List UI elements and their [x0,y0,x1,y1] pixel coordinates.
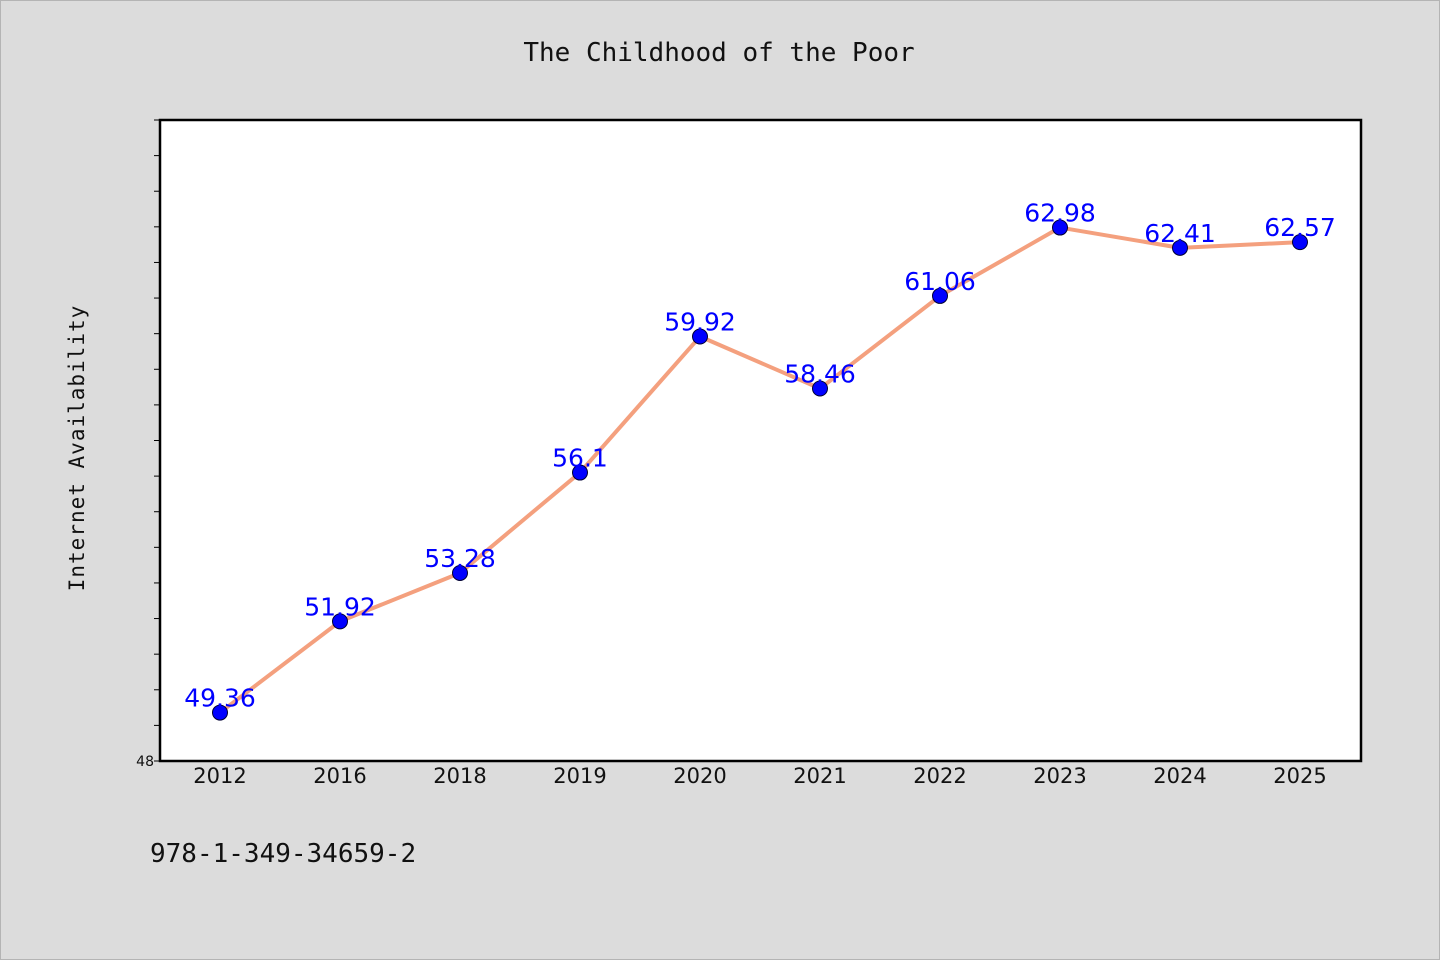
data-label: 53.28 [424,544,496,573]
x-tick-label: 2012 [193,764,246,788]
series-points [212,219,1308,721]
x-tick-label: 2019 [553,764,606,788]
data-label: 51.92 [304,592,376,621]
y-axis-ticks [154,119,160,762]
data-point [212,704,228,721]
x-tick-label: 2025 [1273,764,1326,788]
data-label: 58.46 [784,360,856,389]
data-point [812,380,828,397]
x-tick-label: 2020 [673,764,726,788]
data-label: 59.92 [664,308,736,337]
data-label: 61.06 [904,267,976,296]
data-label: 62.57 [1264,213,1336,242]
data-label: 56.1 [552,444,608,473]
data-point [452,564,468,581]
series-line [218,225,1302,715]
data-label: 62.41 [1144,219,1216,248]
y-tick-label: 48 [136,754,154,770]
x-tick-label: 2024 [1153,764,1206,788]
data-point [1172,239,1188,256]
series-lines [218,225,1302,715]
data-point [332,613,348,630]
x-tick-label: 2016 [313,764,366,788]
data-point [932,287,948,304]
footnote: 978-1-349-34659-2 [150,839,416,869]
data-point [692,328,708,345]
data-point [1292,234,1308,251]
y-axis-label: Internet Availability [65,305,89,592]
data-label: 62.98 [1024,199,1096,228]
x-tick-label: 2023 [1033,764,1086,788]
x-tick-label: 2021 [793,764,846,788]
chart-title: The Childhood of the Poor [523,38,914,68]
x-tick-label: 2018 [433,764,486,788]
data-point [572,464,588,481]
y-axis-tick-labels: 48 [136,754,154,770]
x-tick-label: 2022 [913,764,966,788]
data-label: 49.36 [184,684,256,713]
data-point [1052,219,1068,236]
data-labels: 49.36 51.92 53.28 56.1 59.92 58.46 61.06 62.98 6… [184,199,1336,713]
x-axis-tick-labels: 2012 2016 2018 2019 2020 2021 2022 2023 2024 2025 [193,764,1326,788]
plot-area [158,118,1363,763]
